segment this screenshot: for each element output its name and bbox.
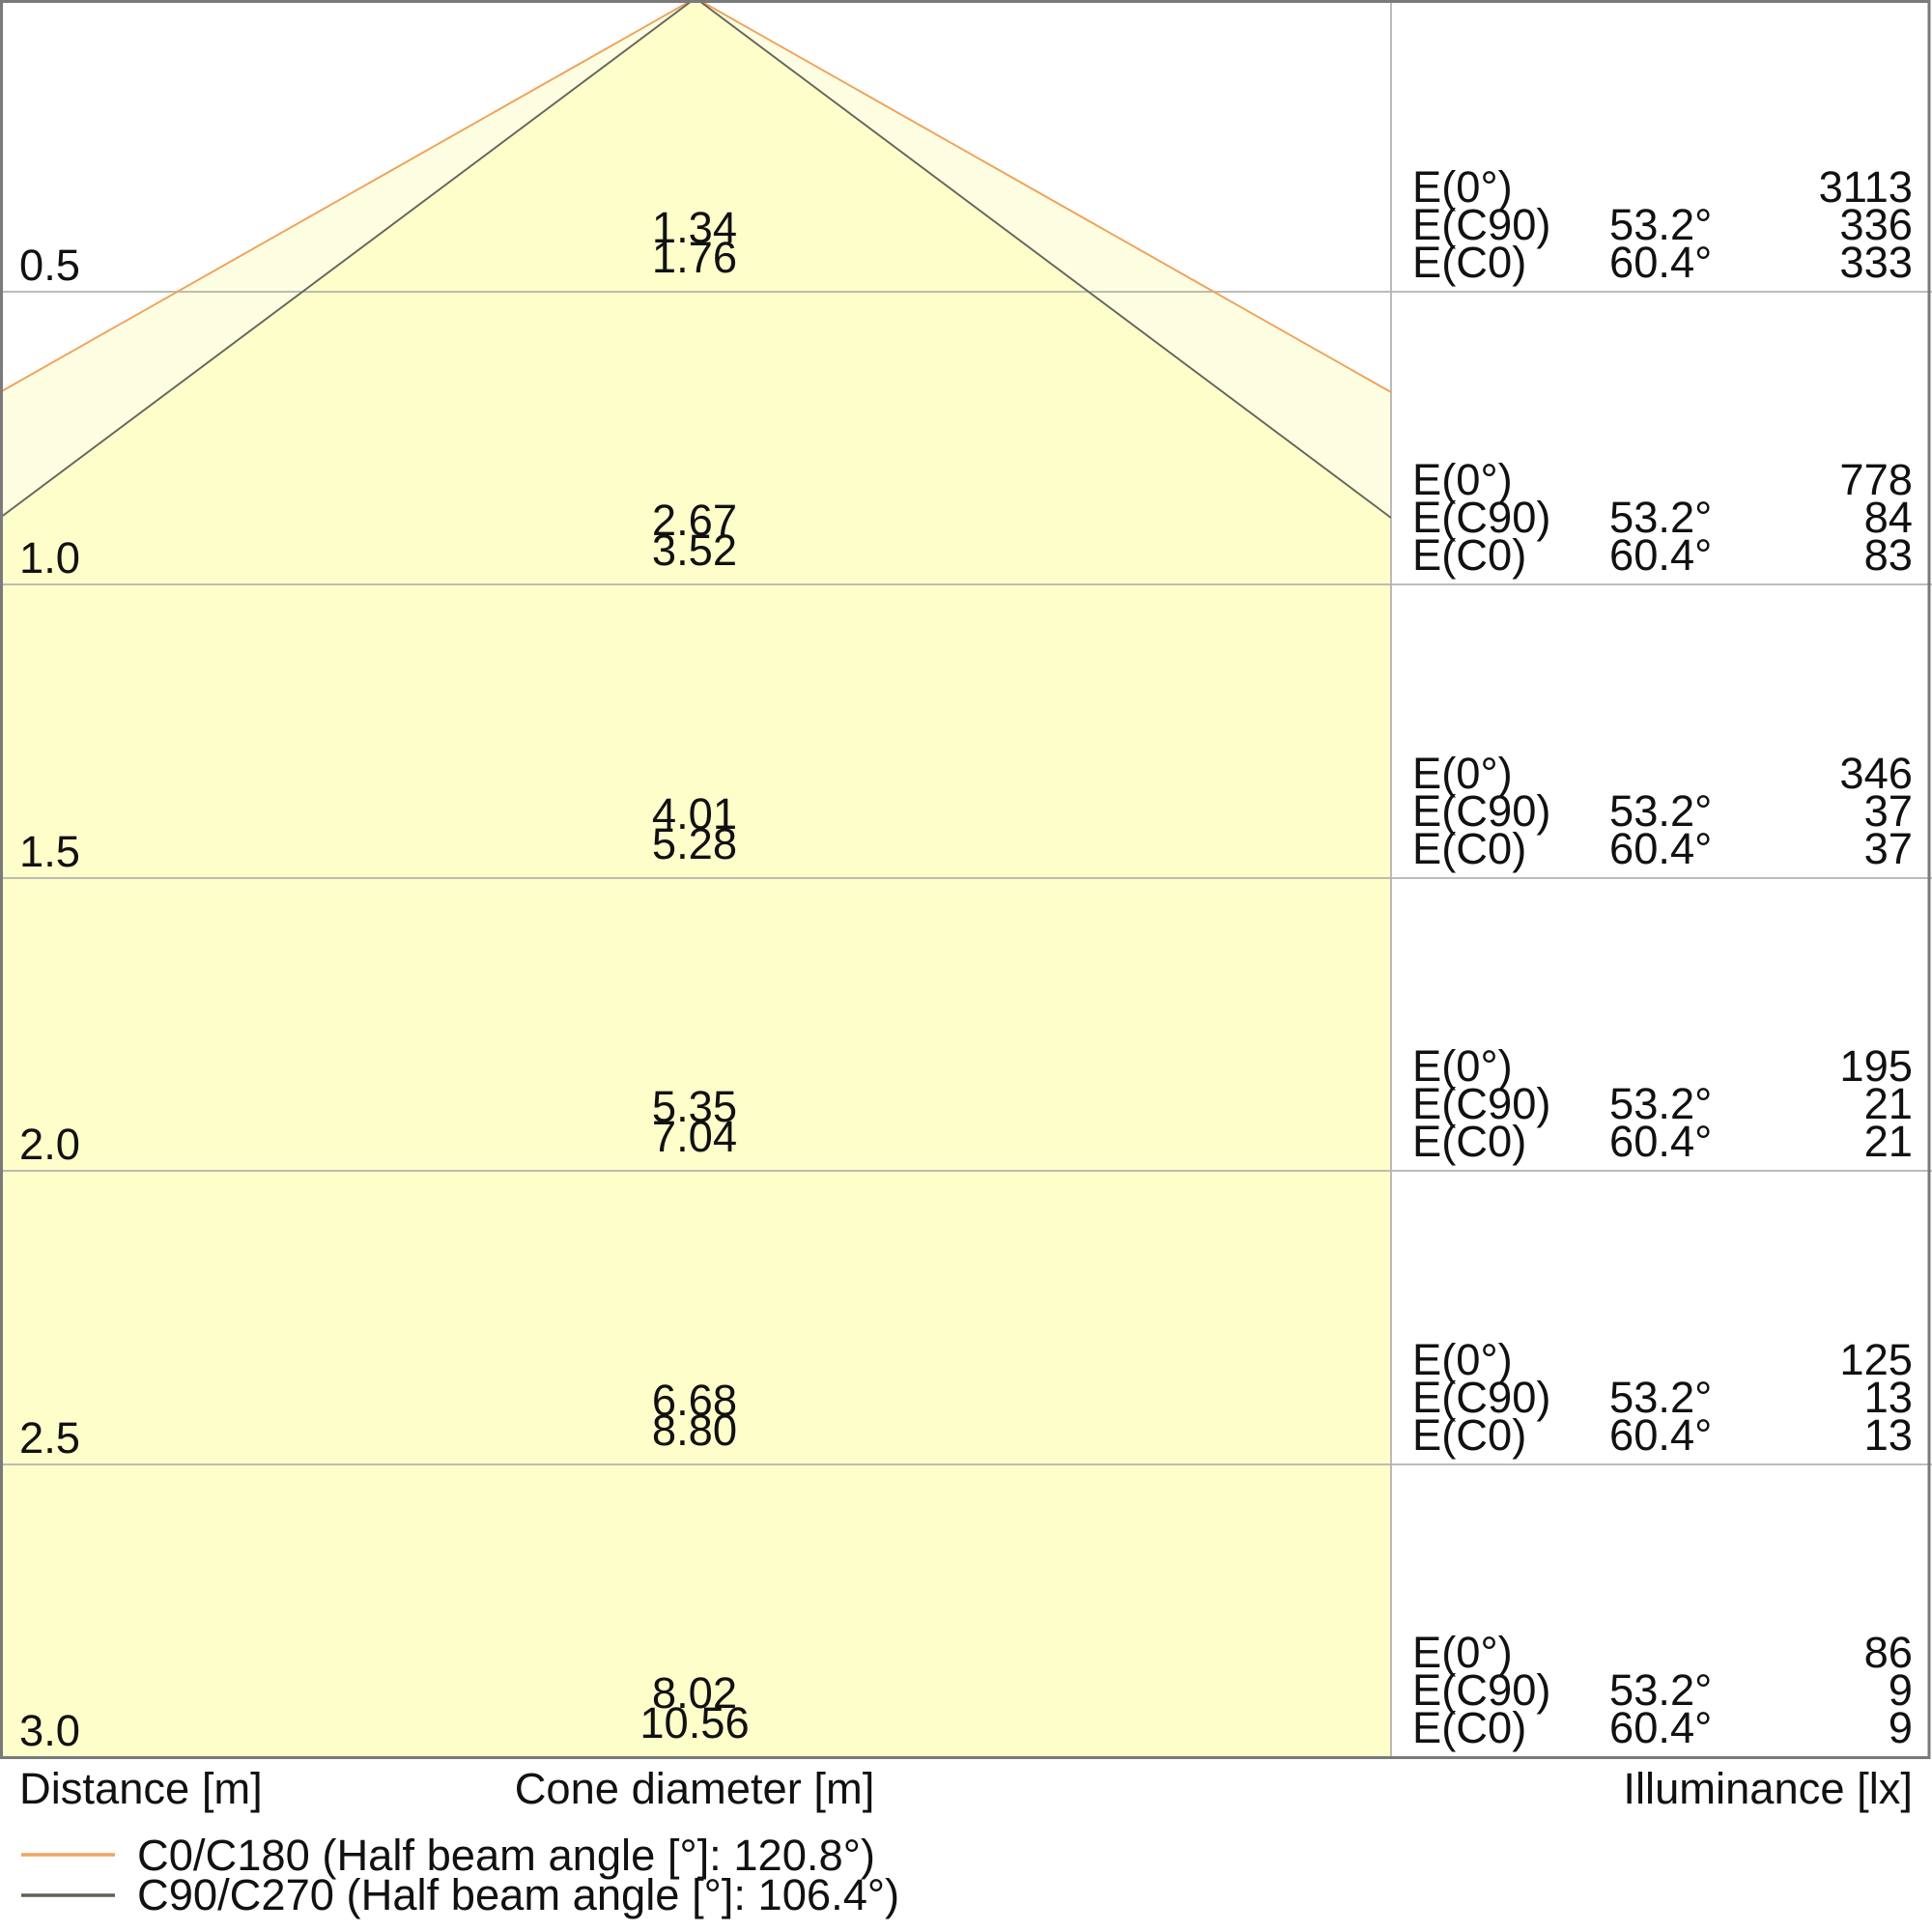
svg-text:E(0°): E(0°) [1412,1041,1513,1091]
svg-text:9: 9 [1889,1703,1913,1752]
svg-text:E(C0): E(C0) [1412,1117,1526,1166]
svg-text:60.4°: 60.4° [1609,1703,1712,1752]
svg-text:60.4°: 60.4° [1609,530,1712,580]
svg-text:E(C0): E(C0) [1412,238,1526,287]
svg-text:21: 21 [1864,1117,1913,1166]
svg-text:195: 195 [1839,1041,1913,1091]
svg-text:53.2°: 53.2° [1609,786,1712,836]
svg-text:346: 346 [1839,749,1913,798]
svg-text:Distance [m]: Distance [m] [19,1764,263,1813]
svg-text:2.67: 2.67 [652,496,737,545]
svg-text:5.28: 5.28 [652,819,737,868]
svg-text:336: 336 [1839,200,1913,249]
svg-text:E(C0): E(C0) [1412,824,1526,873]
svg-text:E(C0): E(C0) [1412,1703,1526,1752]
svg-text:C0/C180 (Half beam angle [°]:: C0/C180 (Half beam angle [°]: 120.8°) [137,1831,875,1880]
svg-text:7.04: 7.04 [652,1112,737,1161]
svg-text:60.4°: 60.4° [1609,238,1712,287]
svg-text:E(C0): E(C0) [1412,530,1526,580]
svg-text:E(0°): E(0°) [1412,749,1513,798]
svg-text:3.52: 3.52 [652,526,737,575]
svg-text:21: 21 [1864,1079,1913,1128]
svg-text:778: 778 [1839,455,1913,504]
svg-text:E(C90): E(C90) [1412,786,1550,836]
svg-text:53.2°: 53.2° [1609,200,1712,249]
svg-text:10.56: 10.56 [639,1698,749,1747]
svg-text:53.2°: 53.2° [1609,1079,1712,1128]
svg-text:53.2°: 53.2° [1609,493,1712,542]
svg-text:E(0°): E(0°) [1412,1628,1513,1677]
svg-text:60.4°: 60.4° [1609,1410,1712,1460]
svg-text:125: 125 [1839,1335,1913,1384]
svg-text:C90/C270 (Half beam angle [°]:: C90/C270 (Half beam angle [°]: 106.4°) [137,1870,899,1919]
svg-text:0.5: 0.5 [19,241,80,290]
svg-text:60.4°: 60.4° [1609,1117,1712,1166]
svg-text:1.76: 1.76 [652,233,737,282]
svg-text:53.2°: 53.2° [1609,1373,1712,1422]
svg-text:2.5: 2.5 [19,1413,80,1463]
svg-text:Illuminance [lx]: Illuminance [lx] [1623,1764,1913,1813]
svg-text:83: 83 [1864,530,1913,580]
svg-text:E(C0): E(C0) [1412,1410,1526,1460]
svg-text:37: 37 [1864,824,1913,873]
svg-text:1.34: 1.34 [652,203,737,252]
svg-text:4.01: 4.01 [652,789,737,838]
svg-text:8.80: 8.80 [652,1406,737,1455]
svg-text:Cone diameter [m]: Cone diameter [m] [515,1764,875,1813]
svg-text:37: 37 [1864,786,1913,836]
svg-text:6.68: 6.68 [652,1376,737,1425]
svg-text:E(C90): E(C90) [1412,1373,1550,1422]
svg-text:E(0°): E(0°) [1412,1335,1513,1384]
svg-text:E(0°): E(0°) [1412,455,1513,504]
svg-text:13: 13 [1864,1373,1913,1422]
svg-text:E(0°): E(0°) [1412,162,1513,212]
svg-text:8.02: 8.02 [652,1668,737,1718]
svg-text:86: 86 [1864,1628,1913,1677]
svg-text:84: 84 [1864,493,1913,542]
svg-text:53.2°: 53.2° [1609,1665,1712,1715]
svg-text:E(C90): E(C90) [1412,1665,1550,1715]
svg-text:1.0: 1.0 [19,533,80,582]
svg-text:2.0: 2.0 [19,1120,80,1169]
svg-text:5.35: 5.35 [652,1082,737,1131]
svg-text:9: 9 [1889,1665,1913,1715]
svg-text:3113: 3113 [1819,162,1913,212]
svg-text:E(C90): E(C90) [1412,200,1550,249]
svg-text:1.5: 1.5 [19,827,80,876]
svg-text:333: 333 [1839,238,1913,287]
svg-text:13: 13 [1864,1410,1913,1460]
svg-text:E(C90): E(C90) [1412,493,1550,542]
svg-text:3.0: 3.0 [19,1706,80,1755]
svg-text:E(C90): E(C90) [1412,1079,1550,1128]
svg-text:60.4°: 60.4° [1609,824,1712,873]
